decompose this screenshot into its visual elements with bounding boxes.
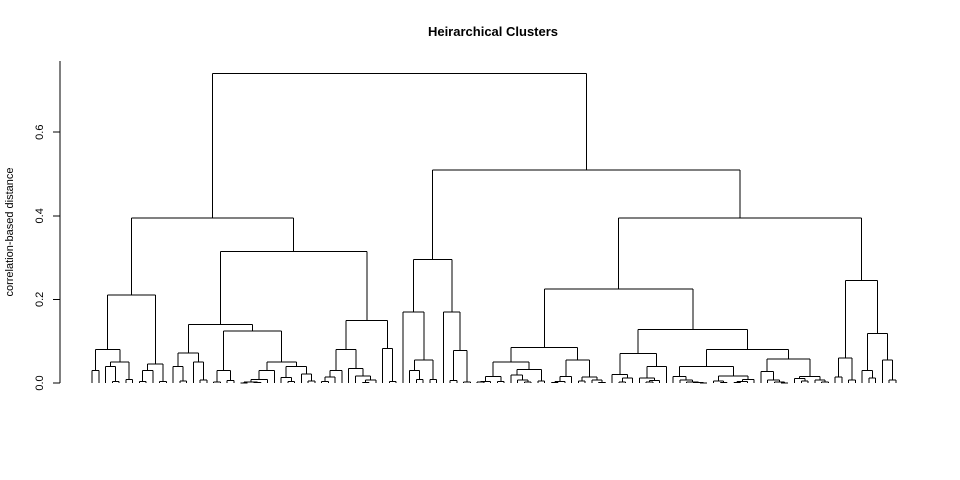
y-axis: 0.0 0.2 0.4 0.6 [34,61,61,391]
y-tick-label: 0.6 [34,125,46,140]
y-tick-label: 0.2 [34,292,46,307]
chart-title: Heirarchical Clusters [428,24,558,39]
dendrogram-tree [91,73,897,384]
y-axis-label: correlation-based distance [4,167,16,296]
y-tick-label: 0.0 [34,375,46,390]
y-tick-label: 0.4 [34,208,46,223]
